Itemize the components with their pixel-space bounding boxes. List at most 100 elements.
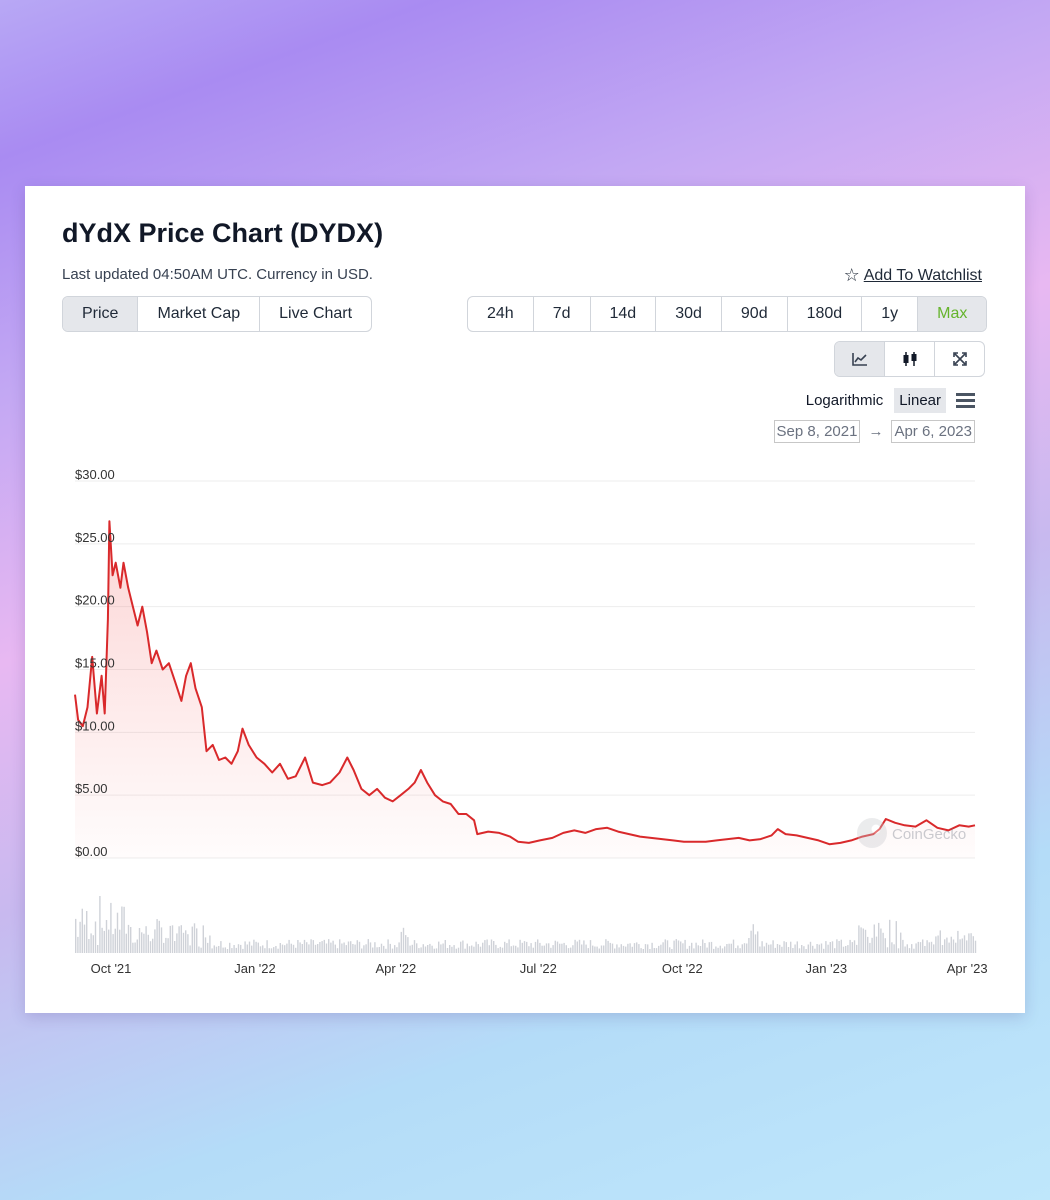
volume-bar (948, 942, 950, 953)
volume-bar (572, 945, 574, 953)
volume-bar (919, 942, 922, 953)
volume-bar (132, 942, 134, 953)
volume-bar (693, 948, 695, 953)
date-to-input[interactable]: Apr 6, 2023 (891, 420, 975, 443)
volume-bar (757, 931, 759, 953)
volume-bar (240, 944, 242, 953)
volume-bar (946, 937, 948, 953)
range-24h[interactable]: 24h (487, 305, 514, 322)
volume-bar (134, 942, 136, 953)
volume-bar (717, 947, 719, 953)
volume-bar (884, 938, 886, 953)
volume-bar (110, 902, 112, 953)
candlestick-button[interactable] (884, 342, 934, 376)
y-tick-label: $15.00 (75, 656, 115, 671)
volume-bar (627, 943, 629, 953)
hamburger-menu-icon[interactable] (956, 393, 975, 408)
volume-bar (831, 941, 834, 953)
volume-bar (257, 942, 259, 953)
volume-bar (671, 949, 673, 953)
volume-bar (152, 938, 154, 953)
x-tick-label: Jan '22 (234, 961, 276, 976)
volume-bar (790, 941, 792, 953)
volume-bar (435, 948, 438, 953)
volume-bar (182, 932, 185, 953)
volume-bar (545, 943, 548, 953)
range-90d[interactable]: 90d (720, 297, 787, 331)
volume-bar (570, 947, 572, 953)
volume-bar (970, 933, 972, 953)
volume-bar (748, 938, 750, 953)
volume-bar (246, 944, 248, 953)
volume-bar (453, 945, 455, 953)
volume-bar (913, 948, 915, 953)
volume-bar (842, 946, 845, 953)
tab-live-chart[interactable]: Live Chart (259, 297, 371, 331)
volume-bar (130, 927, 132, 953)
volume-bar (528, 946, 530, 953)
volume-bar (677, 940, 680, 953)
volume-bar (105, 920, 108, 953)
volume-bar (334, 944, 336, 953)
volume-bar (928, 942, 930, 953)
volume-bar (950, 936, 952, 953)
volume-bar (97, 945, 99, 953)
volume-bar (277, 948, 279, 953)
volume-bar (385, 948, 387, 953)
volume-bar (686, 948, 688, 953)
volume-bar (567, 948, 570, 953)
scale-toggle: Logarithmic Linear (801, 388, 975, 413)
volume-bar (424, 946, 427, 953)
scale-logarithmic[interactable]: Logarithmic (805, 392, 884, 409)
volume-bar (259, 946, 262, 953)
volume-bar (754, 934, 757, 953)
volume-bar (647, 944, 649, 953)
range-7d[interactable]: 7d (532, 297, 590, 331)
volume-bar (251, 945, 253, 953)
range-1y[interactable]: 1y (861, 297, 917, 331)
volume-bar (143, 933, 145, 953)
add-to-watchlist-link[interactable]: ☆ Add To Watchlist (844, 265, 982, 286)
volume-bar (319, 942, 321, 953)
scale-linear[interactable]: Linear (894, 388, 946, 413)
tab-price[interactable]: Price (63, 297, 138, 331)
volume-bar (853, 940, 856, 953)
volume-bar (589, 940, 592, 953)
volume-bar (675, 939, 677, 953)
volume-bar (611, 943, 614, 953)
volume-bar (317, 944, 319, 953)
volume-bar (739, 948, 741, 953)
volume-bar (446, 948, 449, 953)
tab-market-cap[interactable]: Market Cap (137, 297, 259, 331)
volume-bar (167, 938, 169, 953)
range-180d[interactable]: 180d (786, 297, 862, 331)
volume-bar (92, 935, 94, 953)
volume-bar (407, 937, 409, 953)
fullscreen-button[interactable] (934, 342, 984, 376)
volume-bar (224, 947, 226, 953)
volume-bar (222, 947, 224, 953)
volume-bar (488, 945, 490, 953)
volume-bar (343, 942, 345, 953)
star-icon: ☆ (843, 265, 860, 285)
volume-bar (858, 925, 860, 953)
date-from-input[interactable]: Sep 8, 2021 (773, 420, 861, 443)
volume-bar (431, 945, 433, 953)
volume-bar (284, 945, 286, 953)
range-max[interactable]: Max (917, 297, 987, 331)
volume-bar (209, 935, 211, 953)
volume-bar (457, 947, 460, 953)
volume-bar (418, 948, 420, 953)
volume-bar (935, 936, 937, 953)
volume-bar (510, 946, 512, 953)
volume-bar (796, 941, 798, 953)
volume-bar (561, 943, 563, 953)
line-chart-button[interactable] (835, 342, 884, 376)
range-14d[interactable]: 14d (589, 297, 656, 331)
volume-bar (752, 924, 754, 953)
volume-bar (862, 928, 864, 953)
volume-bar (719, 945, 721, 953)
range-30d[interactable]: 30d (655, 297, 721, 331)
volume-bar (301, 944, 303, 953)
volume-bar (455, 948, 457, 953)
